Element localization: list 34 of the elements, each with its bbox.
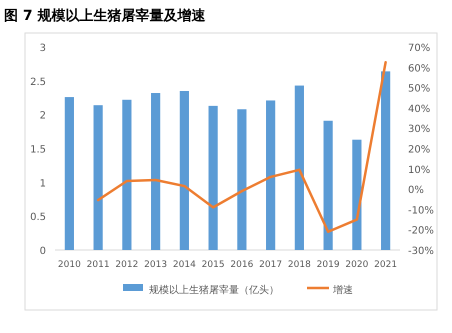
- x-tick-label: 2011: [86, 260, 110, 270]
- legend-label: 规模以上生猪屠宰量（亿头）: [149, 284, 279, 296]
- y-tick-label: 1: [40, 178, 46, 190]
- line-series: [96, 60, 387, 233]
- y-tick-label: 1.5: [30, 144, 46, 156]
- x-tick-label: 2020: [345, 260, 369, 270]
- x-tick-label: 2013: [144, 260, 168, 270]
- x-tick-label: 2019: [316, 260, 340, 270]
- y2-tick-label: -10%: [408, 205, 434, 216]
- y2-tick-label: 0%: [408, 185, 424, 196]
- y-tick-label: 0.5: [30, 212, 46, 224]
- y2-tick-label: 30%: [408, 124, 430, 136]
- y2-tick-label: 40%: [408, 104, 430, 115]
- y-tick-label: 3: [40, 43, 46, 54]
- y2-tick-label: 10%: [408, 164, 430, 176]
- y2-tick-label: 70%: [408, 43, 430, 54]
- x-tick-label: 2012: [115, 260, 138, 270]
- x-tick-label: 2015: [202, 260, 225, 270]
- y2-tick-label: 50%: [408, 84, 430, 95]
- x-tick-label: 2018: [288, 260, 312, 270]
- chart-title: 图 7 规模以上生猪屠宰量及增速: [4, 7, 206, 24]
- y2-tick-label: -20%: [408, 226, 434, 237]
- x-tick-label: 2021: [374, 260, 398, 270]
- y-tick-label: 2: [40, 110, 46, 122]
- y-tick-label: 2.5: [30, 76, 46, 88]
- y2-tick-label: -30%: [408, 246, 434, 257]
- x-tick-label: 2014: [172, 260, 196, 270]
- y2-tick-label: 60%: [408, 63, 430, 74]
- legend-label: 增速: [332, 284, 353, 296]
- x-tick-label: 2010: [58, 260, 82, 270]
- x-tick-label: 2017: [259, 260, 282, 270]
- y2-tick-label: 20%: [408, 144, 430, 156]
- x-tick-label: 2016: [230, 260, 254, 270]
- y-tick-label: 0: [40, 246, 46, 257]
